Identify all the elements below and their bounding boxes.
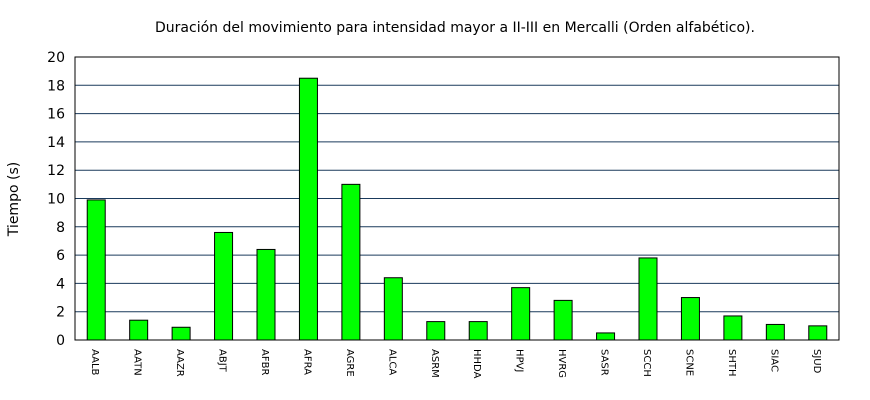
bar-abjt bbox=[214, 231, 234, 341]
y-tick-label: 6 bbox=[56, 248, 65, 264]
x-tick-label-alca: ALCA bbox=[386, 349, 397, 375]
bar-aatn bbox=[129, 319, 149, 341]
bar-sjud bbox=[808, 325, 828, 341]
x-tick-label-scne: SCNE bbox=[683, 349, 694, 376]
y-tick-label: 4 bbox=[56, 276, 65, 292]
x-tick-label-afra: AFRA bbox=[301, 349, 312, 375]
y-tick-label: 14 bbox=[47, 135, 65, 151]
x-tick-label-agre: AGRE bbox=[344, 349, 355, 377]
gridlines bbox=[75, 84, 839, 313]
x-tick-label-sasr: SASR bbox=[599, 349, 610, 376]
bar-alca bbox=[383, 277, 403, 341]
plot-area-frame bbox=[74, 56, 840, 341]
y-tick-label: 18 bbox=[47, 78, 65, 94]
x-tick-label-hhda: HHDA bbox=[471, 349, 482, 379]
x-tick-label-siac: SIAC bbox=[768, 349, 779, 372]
x-tick-label-afbr: AFBR bbox=[259, 349, 270, 375]
bar-sasr bbox=[596, 332, 616, 341]
x-tick-label-aatn: AATN bbox=[132, 349, 143, 376]
y-tick-label: 20 bbox=[47, 50, 65, 66]
bars bbox=[86, 77, 828, 341]
bar-aazr bbox=[171, 326, 191, 341]
x-tick-labels: AALB AATN AAZR ABJT AFBR AFRA AGRE ALCA ASRM HHDA… bbox=[89, 349, 822, 379]
x-tick-label-hpvj: HPVJ bbox=[514, 349, 525, 372]
bar-hhda bbox=[468, 321, 488, 341]
bar-scne bbox=[680, 297, 700, 341]
x-tick-label-abjt: ABJT bbox=[217, 349, 228, 373]
chart-title: Duración del movimiento para intensidad … bbox=[155, 20, 755, 36]
y-tick-label: 16 bbox=[47, 107, 65, 123]
bar-hvrg bbox=[553, 299, 573, 341]
x-tick-label-hvrg: HVRG bbox=[556, 349, 567, 378]
bar-aalb bbox=[86, 199, 106, 341]
bar-hpvj bbox=[511, 287, 531, 341]
x-tick-label-shth: SHTH bbox=[726, 349, 737, 377]
y-tick-label: 2 bbox=[56, 305, 65, 321]
y-axis-label: Tiempo (s) bbox=[6, 162, 22, 237]
y-tick-label: 0 bbox=[56, 333, 65, 349]
y-tick-label: 10 bbox=[47, 192, 65, 208]
x-tick-label-aazr: AAZR bbox=[174, 349, 185, 377]
x-tick-label-asrm: ASRM bbox=[429, 349, 440, 378]
y-tick-label: 12 bbox=[47, 163, 65, 179]
bar-afra bbox=[298, 77, 318, 341]
bar-scch bbox=[638, 257, 658, 341]
bar-shth bbox=[723, 315, 743, 341]
y-tick-labels: 0 2 4 6 8 10 12 14 16 18 20 bbox=[47, 50, 65, 349]
x-tick-label-scch: SCCH bbox=[641, 349, 652, 377]
bar-asrm bbox=[426, 321, 446, 341]
x-tick-label-aalb: AALB bbox=[89, 349, 100, 376]
x-tick-label-sjud: SJUD bbox=[811, 349, 822, 374]
y-tick-label: 8 bbox=[56, 220, 65, 236]
bar-agre bbox=[341, 183, 361, 341]
bar-siac bbox=[765, 323, 785, 341]
bar-afbr bbox=[256, 248, 276, 341]
